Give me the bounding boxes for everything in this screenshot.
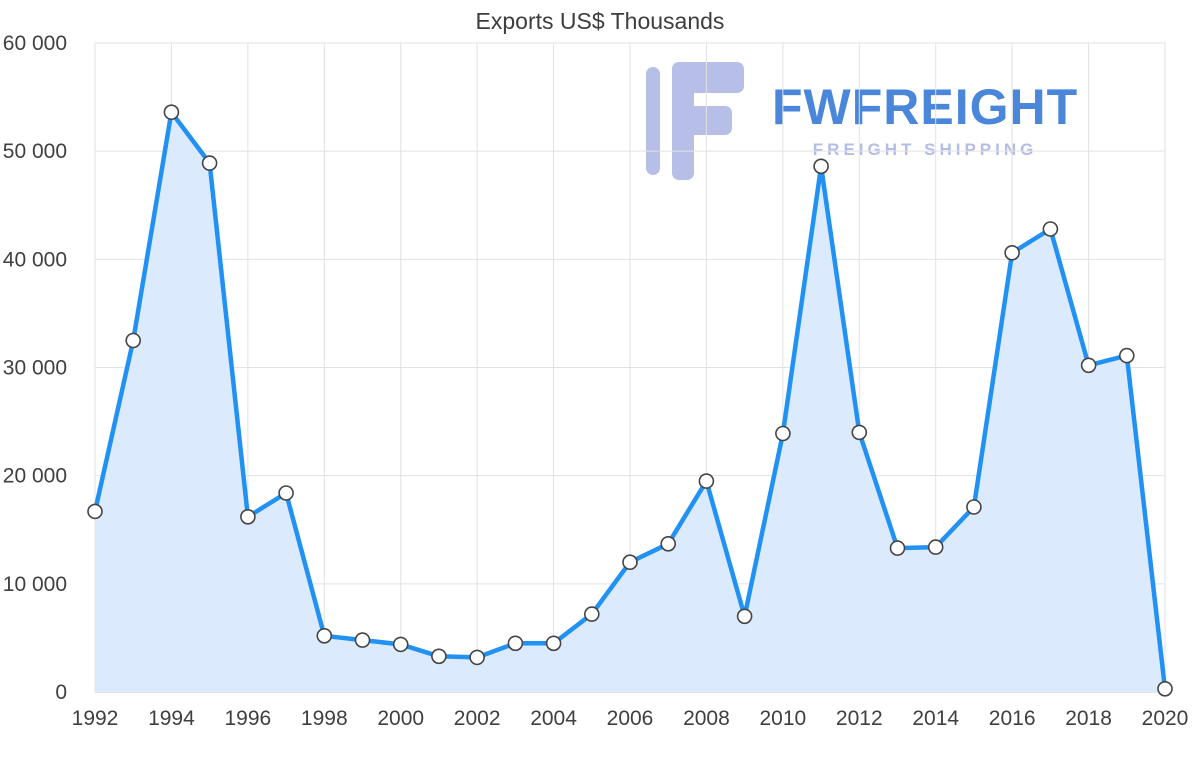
x-tick-label: 2008 [683, 707, 730, 730]
area-fill [95, 112, 1165, 692]
x-tick-label: 2006 [607, 707, 654, 730]
data-point-marker [240, 508, 256, 525]
data-point-marker [201, 155, 218, 171]
x-tick-label: 2000 [377, 707, 424, 730]
y-tick-label: 60 000 [3, 32, 67, 55]
x-tick-label: 2016 [989, 707, 1036, 730]
data-point-marker [927, 539, 944, 555]
data-point-marker [507, 635, 524, 652]
x-tick-label: 2018 [1065, 707, 1112, 730]
fwfreight-logo-icon [646, 62, 744, 180]
x-tick-label: 2012 [836, 707, 883, 730]
data-point-marker [469, 649, 485, 666]
data-point-marker [431, 648, 447, 665]
chart-title: Exports US$ Thousands [475, 8, 725, 34]
watermark: FWFREIGHT FREIGHT SHIPPING [646, 62, 1078, 180]
y-tick-label: 0 [55, 681, 67, 704]
data-point-marker [889, 540, 906, 556]
data-point-marker [583, 606, 600, 622]
data-point-marker [1119, 347, 1135, 364]
data-point-marker [813, 158, 829, 175]
y-tick-label: 30 000 [3, 357, 67, 380]
x-tick-label: 2010 [759, 707, 806, 730]
data-point-marker [851, 424, 868, 441]
data-point-marker [1042, 221, 1059, 237]
x-tick-label: 2020 [1142, 707, 1189, 730]
x-tick-label: 1994 [148, 707, 195, 730]
data-point-marker [87, 503, 103, 520]
data-point-marker [163, 104, 180, 120]
watermark-tagline: FREIGHT SHIPPING [812, 140, 1038, 159]
data-point-marker [392, 636, 409, 653]
data-point-marker [698, 473, 715, 489]
data-point-marker [775, 425, 791, 442]
watermark-brand: FWFREIGHT [772, 79, 1079, 135]
data-point-marker [660, 535, 677, 552]
data-point-marker [545, 635, 562, 652]
data-point-marker [354, 632, 371, 648]
data-point-marker [278, 485, 294, 501]
data-point-marker [316, 627, 333, 644]
y-tick-label: 20 000 [3, 465, 67, 488]
x-tick-label: 1998 [301, 707, 348, 730]
data-point-marker [966, 499, 982, 515]
y-tick-label: 10 000 [3, 573, 67, 596]
data-point-marker [1157, 680, 1173, 697]
x-tick-label: 2002 [454, 707, 501, 730]
data-point-marker [622, 554, 638, 571]
data-point-marker [125, 332, 141, 349]
x-tick-label: 1996 [224, 707, 271, 730]
x-tick-label: 2004 [530, 707, 577, 730]
y-tick-label: 40 000 [3, 248, 67, 271]
data-point-marker [736, 608, 753, 625]
x-tick-label: 2014 [912, 707, 959, 730]
data-point-marker [1004, 245, 1020, 261]
data-point-marker [1080, 357, 1097, 374]
x-tick-label: 1992 [72, 707, 119, 730]
y-tick-label: 50 000 [3, 140, 67, 163]
watermark-text: FWFREIGHT FREIGHT SHIPPING [772, 82, 1078, 160]
